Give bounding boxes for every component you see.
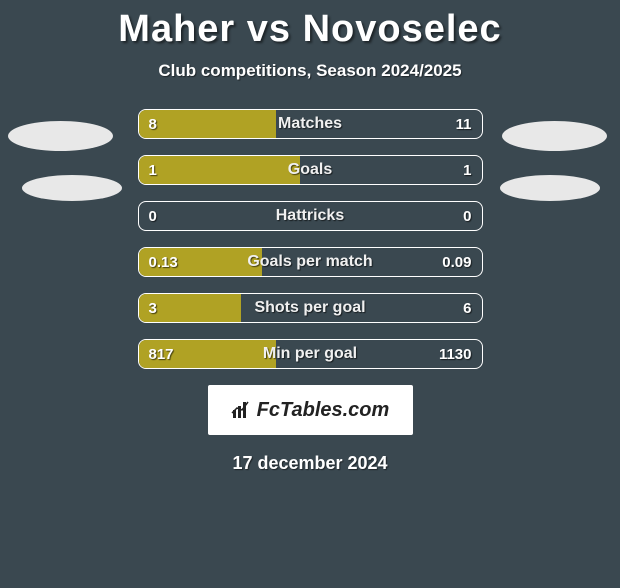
placeholder-ellipse bbox=[502, 121, 607, 151]
stat-row: 811Matches bbox=[138, 109, 483, 139]
logo-text: FcTables.com bbox=[257, 399, 390, 422]
page-title: Maher vs Novoselec bbox=[0, 8, 620, 51]
stats-icon bbox=[231, 400, 253, 420]
placeholder-ellipse bbox=[22, 175, 122, 201]
subtitle: Club competitions, Season 2024/2025 bbox=[0, 61, 620, 81]
metric-label: Matches bbox=[139, 115, 482, 133]
stat-row: 8171130Min per goal bbox=[138, 339, 483, 369]
metric-label: Goals per match bbox=[139, 253, 482, 271]
date-label: 17 december 2024 bbox=[0, 453, 620, 474]
metric-label: Hattricks bbox=[139, 207, 482, 225]
logo-box[interactable]: FcTables.com bbox=[208, 385, 413, 435]
placeholder-ellipse bbox=[8, 121, 113, 151]
stat-row: 11Goals bbox=[138, 155, 483, 185]
stat-row: 36Shots per goal bbox=[138, 293, 483, 323]
metric-label: Shots per goal bbox=[139, 299, 482, 317]
placeholder-ellipse bbox=[500, 175, 600, 201]
metric-label: Goals bbox=[139, 161, 482, 179]
metric-label: Min per goal bbox=[139, 345, 482, 363]
stat-row: 0.130.09Goals per match bbox=[138, 247, 483, 277]
logo: FcTables.com bbox=[231, 399, 390, 422]
comparison-chart: 811Matches 11Goals 00Hattricks 0.130.09Goal… bbox=[0, 109, 620, 369]
stat-row: 00Hattricks bbox=[138, 201, 483, 231]
